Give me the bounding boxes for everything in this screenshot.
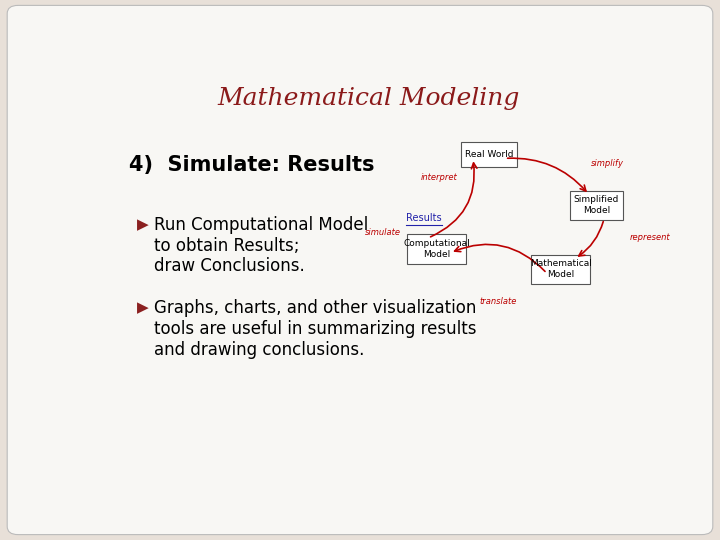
Text: draw Conclusions.: draw Conclusions. — [154, 258, 305, 275]
Text: 4)  Simulate: Results: 4) Simulate: Results — [129, 154, 374, 174]
Text: Graphs, charts, and other visualization: Graphs, charts, and other visualization — [154, 299, 477, 317]
Text: represent: represent — [630, 233, 670, 242]
FancyBboxPatch shape — [407, 234, 466, 264]
Text: simulate: simulate — [365, 228, 401, 237]
Text: ▶: ▶ — [138, 218, 149, 232]
Text: Run Computational Model: Run Computational Model — [154, 216, 369, 234]
Text: tools are useful in summarizing results: tools are useful in summarizing results — [154, 320, 477, 338]
Text: Computational
Model: Computational Model — [403, 239, 469, 259]
Text: to obtain Results;: to obtain Results; — [154, 237, 300, 255]
FancyBboxPatch shape — [531, 254, 590, 284]
Text: Real World: Real World — [464, 150, 513, 159]
Text: interpret: interpret — [420, 173, 457, 181]
FancyBboxPatch shape — [570, 191, 624, 220]
Text: ▶: ▶ — [138, 301, 149, 315]
FancyBboxPatch shape — [461, 141, 517, 167]
Text: Results: Results — [405, 213, 441, 223]
Text: Mathematical Modeling: Mathematical Modeling — [218, 86, 520, 110]
Text: Simplified
Model: Simplified Model — [574, 195, 619, 215]
Text: simplify: simplify — [591, 159, 624, 168]
Text: translate: translate — [480, 297, 518, 306]
Text: Mathematical
Model: Mathematical Model — [530, 259, 592, 279]
Text: and drawing conclusions.: and drawing conclusions. — [154, 341, 364, 359]
